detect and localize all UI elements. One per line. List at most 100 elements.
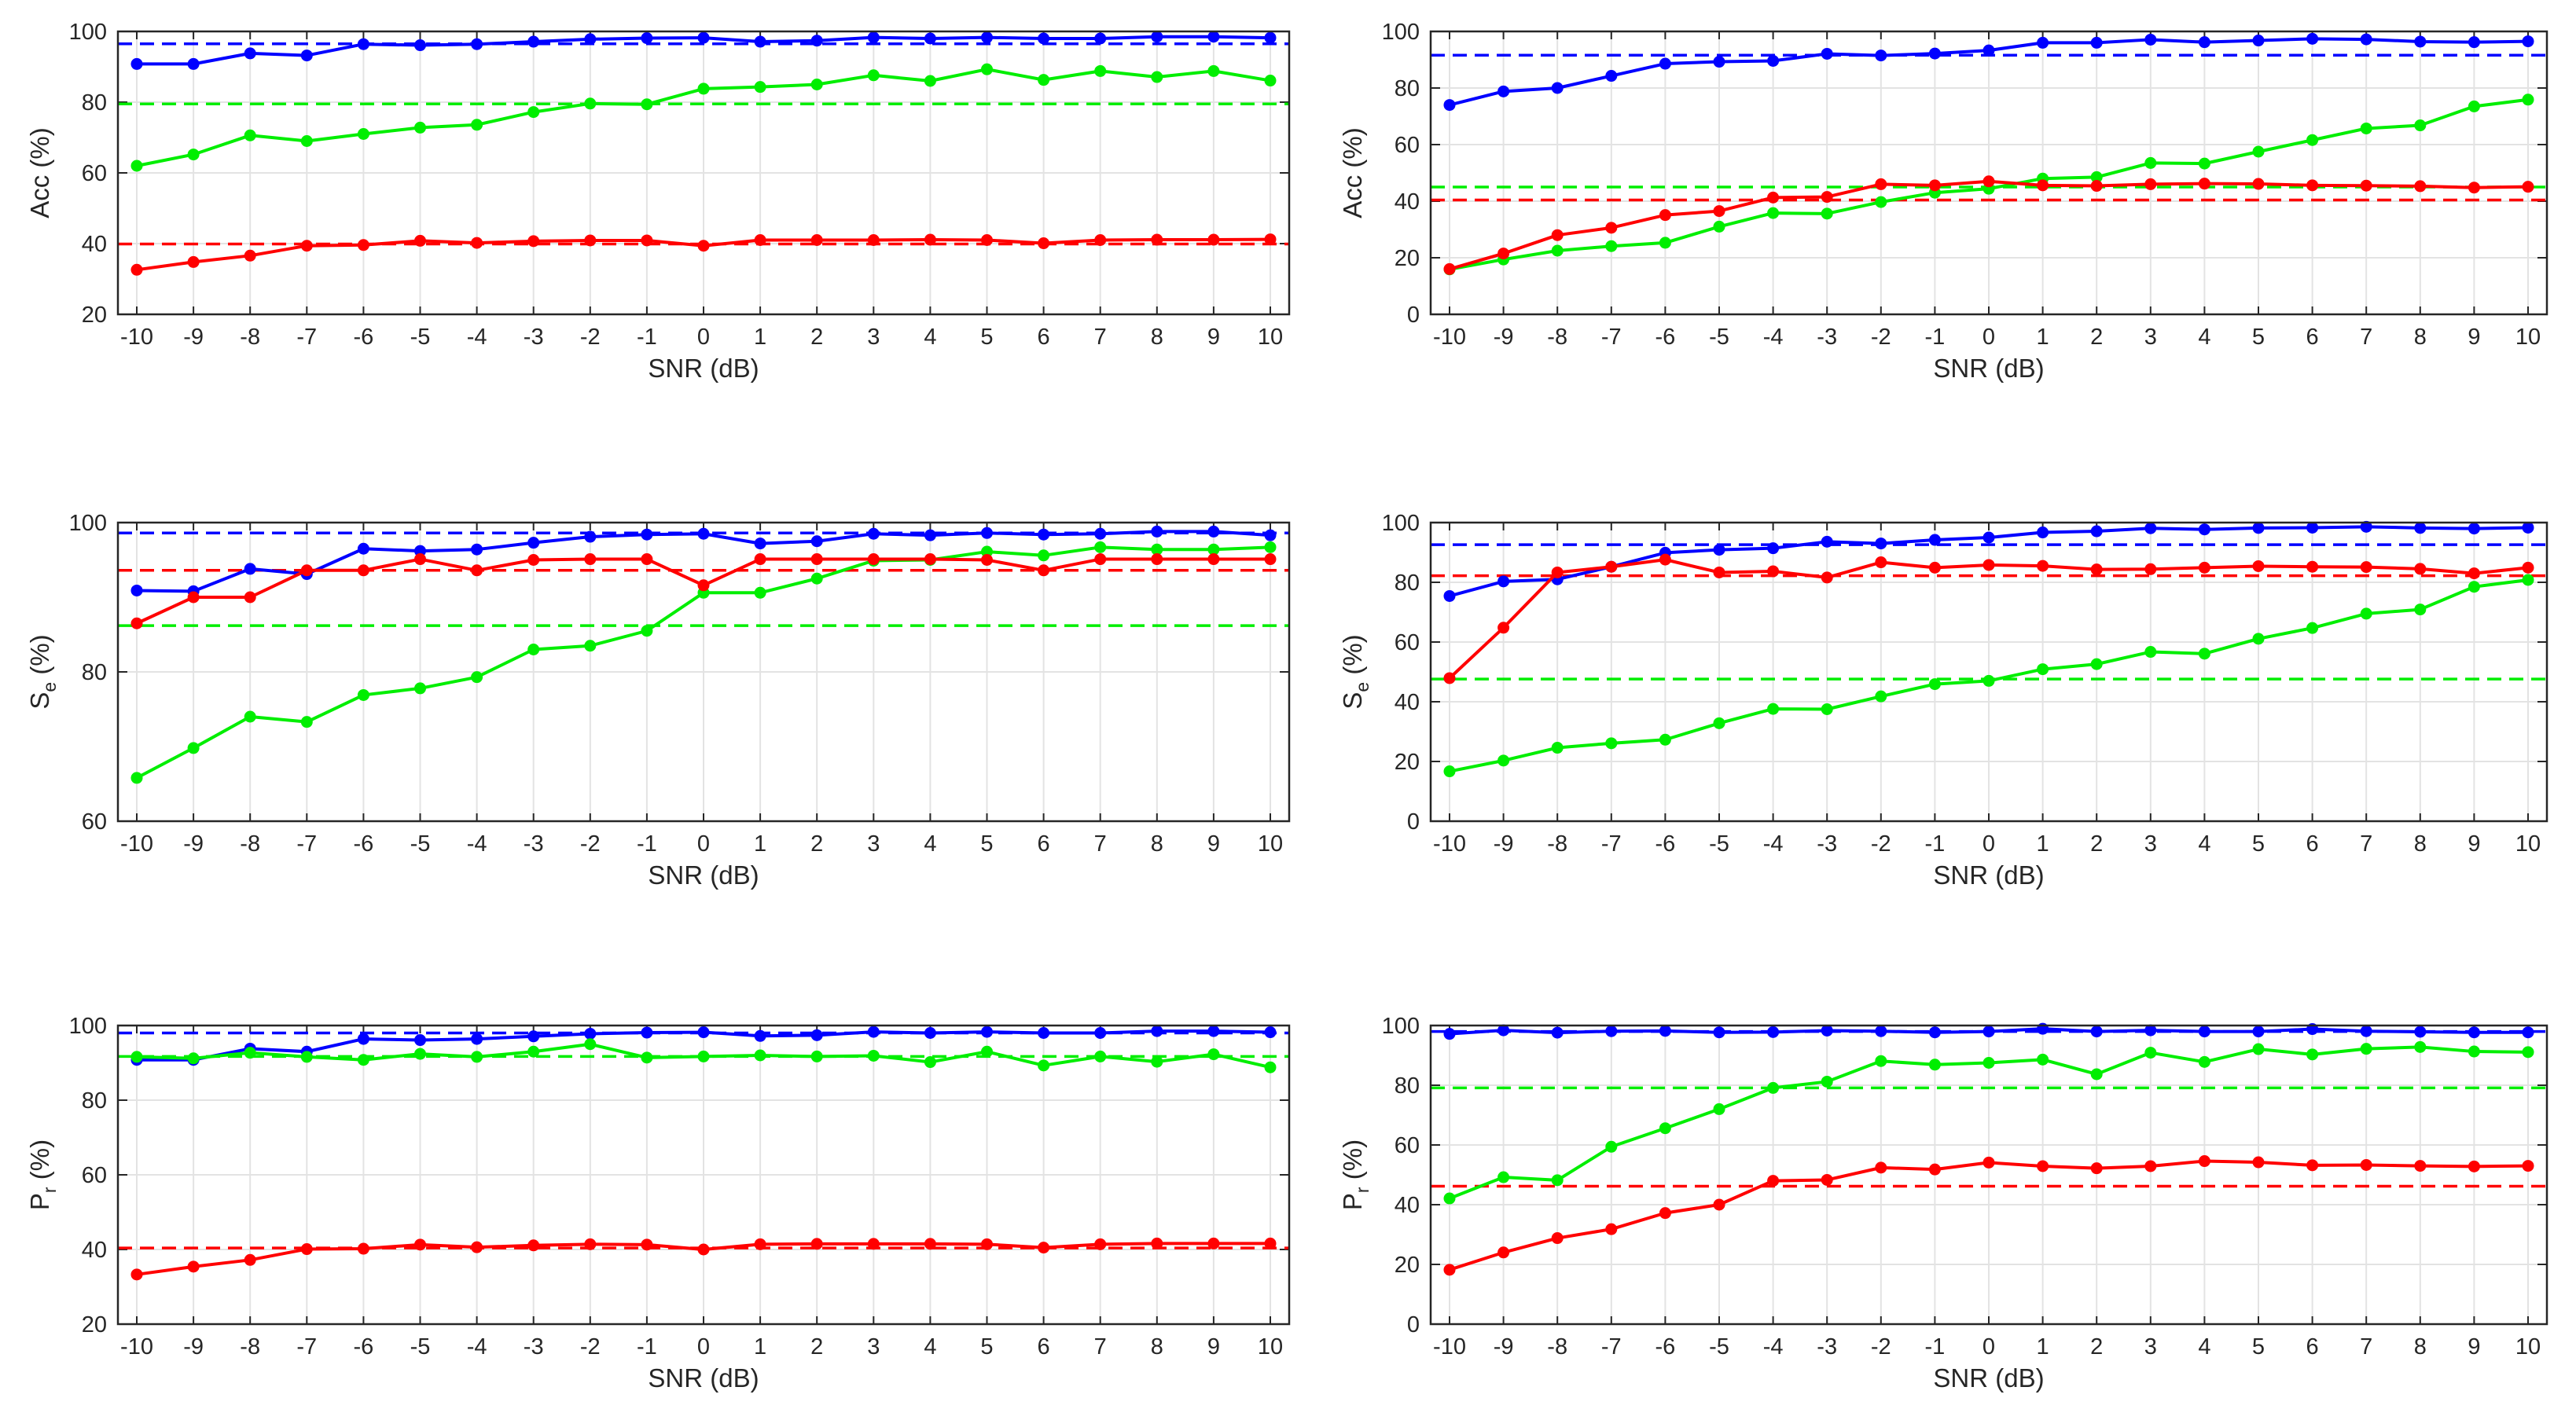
data-point-blue bbox=[300, 50, 313, 62]
x-tick-label: 6 bbox=[2306, 831, 2319, 857]
x-tick-label: 0 bbox=[697, 1334, 710, 1359]
data-point-red bbox=[1821, 571, 1833, 584]
data-point-green bbox=[1983, 674, 1995, 687]
data-point-green bbox=[1551, 1174, 1564, 1187]
data-point-blue bbox=[2414, 522, 2427, 534]
data-point-blue bbox=[641, 32, 653, 45]
x-tick-label: 9 bbox=[2468, 1334, 2480, 1359]
data-point-red bbox=[2090, 563, 2103, 576]
x-axis-label: SNR (dB) bbox=[1933, 1363, 2044, 1392]
data-point-blue bbox=[584, 530, 597, 543]
x-tick-label: -7 bbox=[296, 831, 317, 857]
y-axis-label: Pr (%) bbox=[25, 1139, 60, 1210]
data-point-green bbox=[2144, 156, 2157, 169]
data-point-red bbox=[924, 553, 936, 566]
data-point-green bbox=[2360, 1043, 2372, 1055]
data-point-red bbox=[2360, 179, 2372, 192]
data-point-green bbox=[1264, 1061, 1277, 1073]
data-point-red bbox=[1207, 1237, 1220, 1249]
x-tick-label: 2 bbox=[2090, 831, 2103, 857]
data-point-blue bbox=[2252, 35, 2265, 47]
data-point-green bbox=[414, 121, 426, 134]
y-tick-label: 100 bbox=[69, 511, 107, 536]
y-axis-label-main: Acc bbox=[1338, 175, 1367, 218]
data-point-red bbox=[1875, 1161, 1887, 1174]
data-point-red bbox=[1659, 209, 1671, 222]
data-point-red bbox=[187, 591, 200, 604]
data-point-blue bbox=[981, 1026, 993, 1038]
data-point-green bbox=[2037, 663, 2049, 676]
data-point-green bbox=[1767, 703, 1780, 715]
data-point-green bbox=[1983, 1057, 1995, 1069]
data-point-red bbox=[810, 1238, 823, 1250]
data-point-blue bbox=[244, 563, 256, 575]
data-point-red bbox=[2252, 1156, 2265, 1169]
y-axis-label-subscript: e bbox=[39, 682, 60, 692]
x-tick-label: -7 bbox=[296, 1334, 317, 1359]
x-tick-label: 8 bbox=[2414, 831, 2427, 857]
y-axis-label-unit: (%) bbox=[1338, 634, 1367, 682]
data-point-blue bbox=[357, 542, 369, 555]
x-tick-label: 9 bbox=[1207, 831, 1220, 857]
y-axis-label: Se (%) bbox=[1338, 634, 1373, 709]
x-tick-label: 5 bbox=[2252, 831, 2265, 857]
x-tick-label: 1 bbox=[2037, 1334, 2049, 1359]
data-point-blue bbox=[2360, 1025, 2372, 1037]
x-tick-label: -4 bbox=[1763, 1334, 1784, 1359]
x-tick-label: -6 bbox=[354, 1334, 374, 1359]
x-tick-label: 10 bbox=[2515, 325, 2541, 350]
data-point-red bbox=[810, 234, 823, 246]
data-point-red bbox=[1551, 1232, 1564, 1245]
data-point-green bbox=[1094, 64, 1107, 77]
y-tick-label: 60 bbox=[82, 161, 107, 186]
x-tick-label: 7 bbox=[2360, 1334, 2372, 1359]
data-point-green bbox=[2414, 1040, 2427, 1053]
data-point-green bbox=[1497, 1171, 1510, 1183]
data-point-red bbox=[697, 579, 710, 592]
x-tick-label: -3 bbox=[524, 325, 544, 350]
x-tick-label: -1 bbox=[1925, 831, 1946, 857]
data-point-blue bbox=[2360, 33, 2372, 46]
axes-box bbox=[1429, 521, 2548, 823]
data-point-blue bbox=[1821, 47, 1833, 60]
y-axis-label-unit: (%) bbox=[1338, 1139, 1367, 1187]
data-point-blue bbox=[1443, 99, 1456, 112]
x-tick-label: 0 bbox=[1983, 1334, 1995, 1359]
charts-root: -10 -9 -8 -7 -6 -5 -4 -3 -2 -1 0 1 2 3 4 5 6 7 8 9 102040608… bbox=[25, 20, 2548, 1392]
x-tick-label: 5 bbox=[980, 831, 993, 857]
data-point-red bbox=[867, 553, 880, 566]
data-point-blue bbox=[527, 1030, 540, 1043]
data-point-red bbox=[584, 1238, 597, 1250]
x-tick-label: -7 bbox=[296, 325, 317, 350]
data-point-red bbox=[414, 553, 426, 566]
x-tick-label: -5 bbox=[410, 1334, 431, 1359]
data-point-green bbox=[2360, 122, 2372, 134]
data-point-blue bbox=[2252, 522, 2265, 534]
data-point-blue bbox=[867, 527, 880, 540]
data-point-red bbox=[1094, 1238, 1107, 1250]
data-point-red bbox=[130, 1268, 143, 1281]
data-point-green bbox=[414, 1048, 426, 1060]
x-tick-label: 3 bbox=[867, 1334, 880, 1359]
x-tick-label: 6 bbox=[2306, 1334, 2319, 1359]
y-tick-label: 80 bbox=[82, 660, 107, 685]
data-point-blue bbox=[1551, 82, 1564, 94]
x-tick-label: -8 bbox=[240, 831, 260, 857]
data-point-red bbox=[2198, 178, 2210, 190]
data-point-green bbox=[1875, 1055, 1887, 1067]
x-tick-label: 7 bbox=[1094, 325, 1107, 350]
x-tick-label: 6 bbox=[1038, 831, 1050, 857]
x-tick-label: 10 bbox=[2515, 1334, 2541, 1359]
data-point-green bbox=[1207, 543, 1220, 556]
data-point-blue bbox=[2144, 33, 2157, 46]
data-point-green bbox=[1207, 1048, 1220, 1061]
data-point-red bbox=[1983, 1156, 1995, 1169]
data-point-red bbox=[1151, 1237, 1163, 1249]
x-tick-label: 0 bbox=[1983, 831, 1995, 857]
data-point-blue bbox=[641, 528, 653, 541]
y-axis-label-main: P bbox=[1338, 1193, 1367, 1210]
data-point-green bbox=[641, 625, 653, 637]
x-tick-label: 8 bbox=[1151, 831, 1163, 857]
data-point-red bbox=[1038, 1242, 1050, 1254]
data-point-red bbox=[1983, 559, 1995, 571]
